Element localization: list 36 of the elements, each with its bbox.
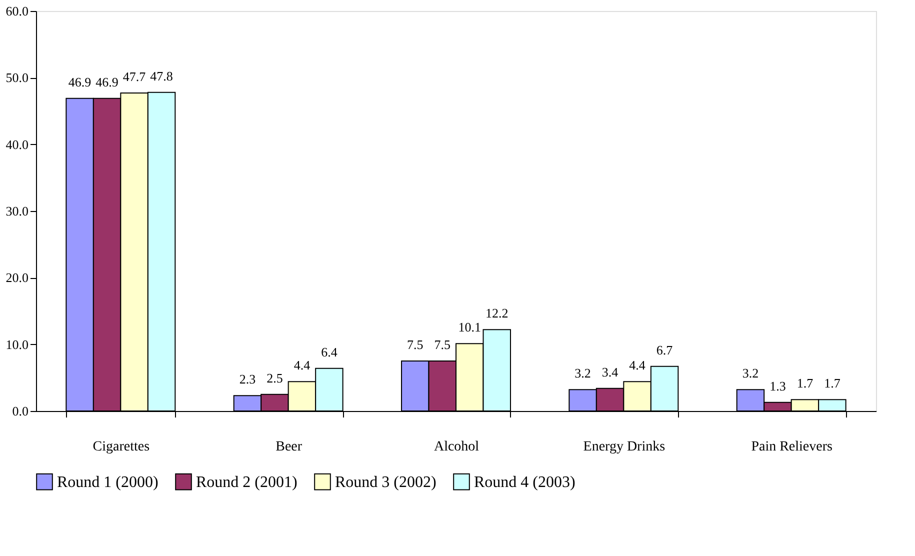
data-label: 1.3 (770, 378, 786, 394)
data-label: 12.2 (485, 306, 508, 321)
y-tick-label: 20.0 (6, 270, 28, 286)
y-tick-label: 40.0 (6, 136, 28, 152)
y-tick-label: 10.0 (6, 336, 28, 352)
data-label: 46.9 (96, 74, 118, 90)
legend-label: Round 3 (2002) (335, 474, 436, 491)
data-label: 7.5 (434, 337, 450, 352)
data-label: 4.4 (629, 358, 646, 373)
y-tick-label: 30.0 (6, 204, 28, 218)
data-label: 6.4 (321, 344, 338, 360)
data-label: 1.7 (796, 376, 814, 391)
x-tick-label: Beer (276, 440, 302, 454)
data-label: 7.5 (407, 337, 424, 352)
data-label: 1.7 (824, 376, 841, 391)
data-label: 2.3 (239, 372, 256, 387)
y-tick-label: 60.0 (6, 4, 28, 18)
legend-label: Round 1 (2000) (57, 474, 158, 491)
x-tick-label: Alcohol (434, 440, 480, 454)
legend-label: Round 2 (2001) (196, 474, 298, 491)
data-label: 10.1 (458, 320, 481, 335)
data-label: 6.7 (656, 342, 674, 358)
x-tick-label: Energy Drinks (583, 440, 666, 454)
data-label: 2.5 (266, 370, 283, 386)
y-tick-label: 0.0 (12, 404, 28, 418)
data-label: 47.8 (150, 68, 173, 84)
legend-label: Round 4 (2003) (474, 474, 576, 491)
data-label: 46.9 (68, 74, 92, 90)
data-label: 3.2 (742, 366, 759, 381)
data-label: 3.2 (574, 366, 591, 381)
x-tick-label: Pain Relievers (751, 440, 832, 454)
data-label: 47.7 (122, 69, 146, 84)
data-label: 4.4 (294, 358, 311, 373)
data-label: 3.4 (602, 364, 619, 380)
x-tick-label: Cigarettes (92, 440, 150, 454)
y-tick-label: 50.0 (6, 70, 28, 86)
